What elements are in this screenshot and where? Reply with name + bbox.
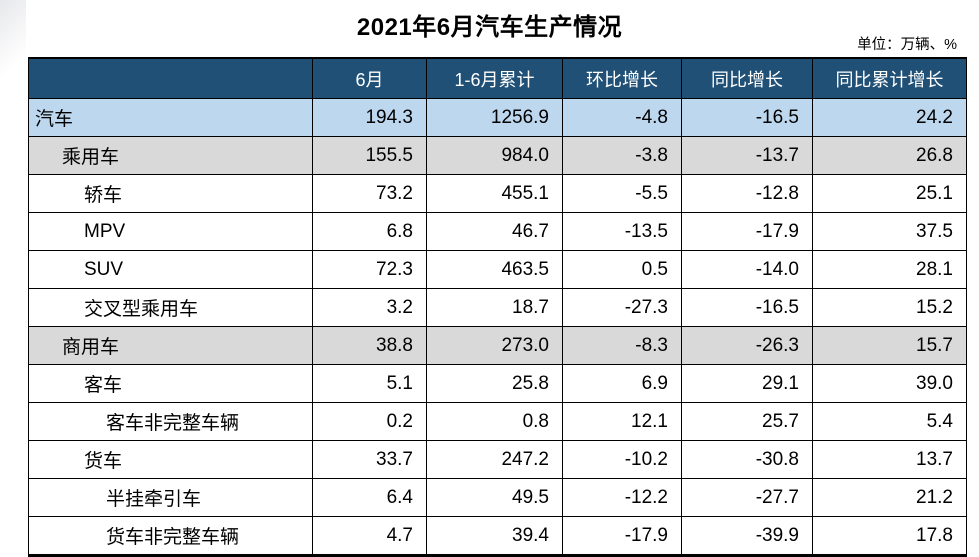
value-cell[interactable]: -16.5 [681, 98, 813, 137]
column-header[interactable]: 1-6月累计 [426, 57, 563, 99]
unit-label: 单位：万辆、% [857, 37, 957, 53]
value-cell[interactable]: 18.7 [426, 288, 563, 327]
value-cell[interactable]: 17.8 [812, 516, 967, 556]
value-cell[interactable]: 155.5 [312, 136, 427, 175]
value-cell[interactable]: 13.7 [812, 440, 967, 479]
value-cell[interactable]: -17.9 [562, 516, 682, 556]
value-cell[interactable]: 38.8 [312, 326, 427, 365]
category-cell[interactable]: 汽车 [28, 98, 313, 137]
value-cell[interactable]: 455.1 [426, 174, 563, 213]
value-cell[interactable]: 39.4 [426, 516, 563, 556]
page-title: 2021年6月汽车生产情况 [356, 14, 623, 41]
value-cell[interactable]: -12.8 [681, 174, 813, 213]
value-cell[interactable]: 247.2 [426, 440, 563, 479]
table-row: MPV 6.8 46.7 -13.5 -17.9 37.5 [28, 212, 967, 251]
value-cell[interactable]: 28.1 [812, 250, 967, 289]
value-cell[interactable]: 25.1 [812, 174, 967, 213]
value-cell[interactable]: 26.8 [812, 136, 967, 175]
production-table: 6月 1-6月累计 环比增长 同比增长 同比累计增长 汽车 194.3 1256.9 -4.8… [28, 57, 967, 557]
value-cell[interactable]: 273.0 [426, 326, 563, 365]
value-cell[interactable]: 46.7 [426, 212, 563, 251]
category-cell[interactable]: 交叉型乘用车 [28, 288, 313, 327]
value-cell[interactable]: 3.2 [312, 288, 427, 327]
category-cell[interactable]: 商用车 [28, 326, 313, 365]
value-cell[interactable]: 37.5 [812, 212, 967, 251]
value-cell[interactable]: 49.5 [426, 478, 563, 517]
value-cell[interactable]: -39.9 [681, 516, 813, 556]
column-header[interactable]: 同比增长 [681, 57, 813, 99]
value-cell[interactable]: 29.1 [681, 364, 813, 403]
value-cell[interactable]: -17.9 [681, 212, 813, 251]
table-header-row: 6月 1-6月累计 环比增长 同比增长 同比累计增长 [28, 57, 967, 99]
value-cell[interactable]: 0.2 [312, 402, 427, 441]
value-cell[interactable]: 1256.9 [426, 98, 563, 137]
category-cell[interactable]: 客车非完整车辆 [28, 402, 313, 441]
value-cell[interactable]: -13.5 [562, 212, 682, 251]
table-row: 乘用车 155.5 984.0 -3.8 -13.7 26.8 [28, 136, 967, 175]
table-row: 货车 33.7 247.2 -10.2 -30.8 13.7 [28, 440, 967, 479]
value-cell[interactable]: -26.3 [681, 326, 813, 365]
table-row: 货车非完整车辆 4.7 39.4 -17.9 -39.9 17.8 [28, 516, 967, 556]
value-cell[interactable]: 463.5 [426, 250, 563, 289]
value-cell[interactable]: 25.8 [426, 364, 563, 403]
table-row: 交叉型乘用车 3.2 18.7 -27.3 -16.5 15.2 [28, 288, 967, 327]
value-cell[interactable]: -30.8 [681, 440, 813, 479]
value-cell[interactable]: 984.0 [426, 136, 563, 175]
value-cell[interactable]: 0.5 [562, 250, 682, 289]
value-cell[interactable]: 6.8 [312, 212, 427, 251]
value-cell[interactable]: 33.7 [312, 440, 427, 479]
category-cell[interactable]: 货车非完整车辆 [28, 516, 313, 556]
value-cell[interactable]: 5.4 [812, 402, 967, 441]
category-cell[interactable]: 货车 [28, 440, 313, 479]
category-cell[interactable]: 乘用车 [28, 136, 313, 175]
table-row: 商用车 38.8 273.0 -8.3 -26.3 15.7 [28, 326, 967, 365]
value-cell[interactable]: 15.2 [812, 288, 967, 327]
column-header[interactable]: 环比增长 [562, 57, 682, 99]
value-cell[interactable]: 25.7 [681, 402, 813, 441]
category-cell[interactable]: SUV [28, 250, 313, 289]
value-cell[interactable]: 24.2 [812, 98, 967, 137]
value-cell[interactable]: -8.3 [562, 326, 682, 365]
value-cell[interactable]: 73.2 [312, 174, 427, 213]
table-row: 轿车 73.2 455.1 -5.5 -12.8 25.1 [28, 174, 967, 213]
value-cell[interactable]: -16.5 [681, 288, 813, 327]
value-cell[interactable]: -5.5 [562, 174, 682, 213]
table-row: 汽车 194.3 1256.9 -4.8 -16.5 24.2 [28, 98, 967, 137]
value-cell[interactable]: 5.1 [312, 364, 427, 403]
value-cell[interactable]: -14.0 [681, 250, 813, 289]
column-header-category[interactable] [28, 57, 313, 99]
category-cell[interactable]: MPV [28, 212, 313, 251]
value-cell[interactable]: 4.7 [312, 516, 427, 556]
value-cell[interactable]: -27.7 [681, 478, 813, 517]
category-cell[interactable]: 半挂牵引车 [28, 478, 313, 517]
value-cell[interactable]: 6.4 [312, 478, 427, 517]
table-row: 客车非完整车辆 0.2 0.8 12.1 25.7 5.4 [28, 402, 967, 441]
category-cell[interactable]: 轿车 [28, 174, 313, 213]
table-row: 半挂牵引车 6.4 49.5 -12.2 -27.7 21.2 [28, 478, 967, 517]
value-cell[interactable]: 194.3 [312, 98, 427, 137]
value-cell[interactable]: -27.3 [562, 288, 682, 327]
value-cell[interactable]: 12.1 [562, 402, 682, 441]
column-header[interactable]: 同比累计增长 [812, 57, 967, 99]
value-cell[interactable]: 6.9 [562, 364, 682, 403]
value-cell[interactable]: 21.2 [812, 478, 967, 517]
table-row: SUV 72.3 463.5 0.5 -14.0 28.1 [28, 250, 967, 289]
value-cell[interactable]: 15.7 [812, 326, 967, 365]
value-cell[interactable]: 72.3 [312, 250, 427, 289]
value-cell[interactable]: 0.8 [426, 402, 563, 441]
value-cell[interactable]: -12.2 [562, 478, 682, 517]
column-header[interactable]: 6月 [312, 57, 427, 99]
table-row: 客车 5.1 25.8 6.9 29.1 39.0 [28, 364, 967, 403]
value-cell[interactable]: -10.2 [562, 440, 682, 479]
category-cell[interactable]: 客车 [28, 364, 313, 403]
value-cell[interactable]: -13.7 [681, 136, 813, 175]
value-cell[interactable]: -4.8 [562, 98, 682, 137]
value-cell[interactable]: -3.8 [562, 136, 682, 175]
value-cell[interactable]: 39.0 [812, 364, 967, 403]
